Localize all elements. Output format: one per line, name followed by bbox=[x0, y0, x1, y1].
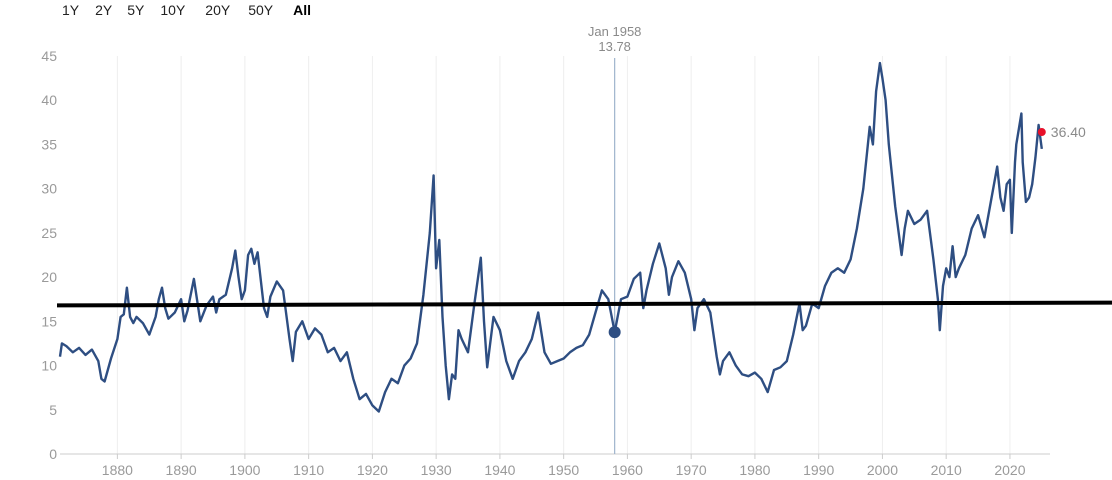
range-button-all[interactable]: All bbox=[293, 2, 312, 18]
x-tick-label-1960: 1960 bbox=[612, 462, 643, 478]
grid bbox=[116, 56, 1011, 454]
x-tick-label-1900: 1900 bbox=[229, 462, 260, 478]
x-tick-label-1910: 1910 bbox=[293, 462, 324, 478]
x-tick-label-1950: 1950 bbox=[548, 462, 579, 478]
x-tick-label-2000: 2000 bbox=[867, 462, 898, 478]
x-tick-label-1890: 1890 bbox=[166, 462, 197, 478]
y-tick-label-20: 20 bbox=[41, 269, 57, 285]
y-tick-label-0: 0 bbox=[49, 446, 57, 462]
range-button-50y[interactable]: 50Y bbox=[248, 2, 274, 18]
y-tick-label-35: 35 bbox=[41, 136, 57, 152]
x-tick-label-2010: 2010 bbox=[931, 462, 962, 478]
y-tick-label-40: 40 bbox=[41, 92, 57, 108]
last-value-label: 36.40 bbox=[1051, 124, 1086, 140]
hover-point-marker bbox=[608, 326, 621, 339]
x-tick-label-1930: 1930 bbox=[421, 462, 452, 478]
y-tick-label-25: 25 bbox=[41, 225, 57, 241]
y-tick-label-30: 30 bbox=[41, 181, 57, 197]
range-selector: 1Y 2Y 5Y 10Y 20Y 50Y All bbox=[62, 2, 311, 20]
x-tick-label-1940: 1940 bbox=[484, 462, 515, 478]
y-tick-label-45: 45 bbox=[41, 48, 57, 64]
x-tick-label-1990: 1990 bbox=[803, 462, 834, 478]
hover-date-label: Jan 1958 bbox=[588, 24, 642, 39]
x-tick-label-1920: 1920 bbox=[357, 462, 388, 478]
series-line bbox=[58, 61, 1043, 413]
x-tick-label-2020: 2020 bbox=[994, 462, 1025, 478]
range-button-2y[interactable]: 2Y bbox=[95, 2, 113, 18]
last-point-marker bbox=[1037, 128, 1046, 137]
y-tick-label-10: 10 bbox=[41, 358, 57, 374]
hover-value-label: 13.78 bbox=[598, 39, 631, 54]
y-tick-label-5: 5 bbox=[49, 402, 57, 418]
x-tick-label-1980: 1980 bbox=[739, 462, 770, 478]
range-button-1y[interactable]: 1Y bbox=[62, 2, 80, 18]
x-tick-label-1970: 1970 bbox=[676, 462, 707, 478]
y-tick-label-15: 15 bbox=[41, 313, 57, 329]
range-button-5y[interactable]: 5Y bbox=[127, 2, 145, 18]
x-axis-ticks: 1880 1890 1900 1910 1920 1930 1940 1950 1960 1970… bbox=[102, 454, 1026, 478]
x-tick-label-1880: 1880 bbox=[102, 462, 133, 478]
y-axis-ticks: 0 5 10 15 20 25 30 35 40 45 bbox=[41, 48, 57, 462]
range-button-10y[interactable]: 10Y bbox=[160, 2, 186, 18]
reference-line bbox=[56, 300, 1112, 308]
range-button-20y[interactable]: 20Y bbox=[205, 2, 231, 18]
